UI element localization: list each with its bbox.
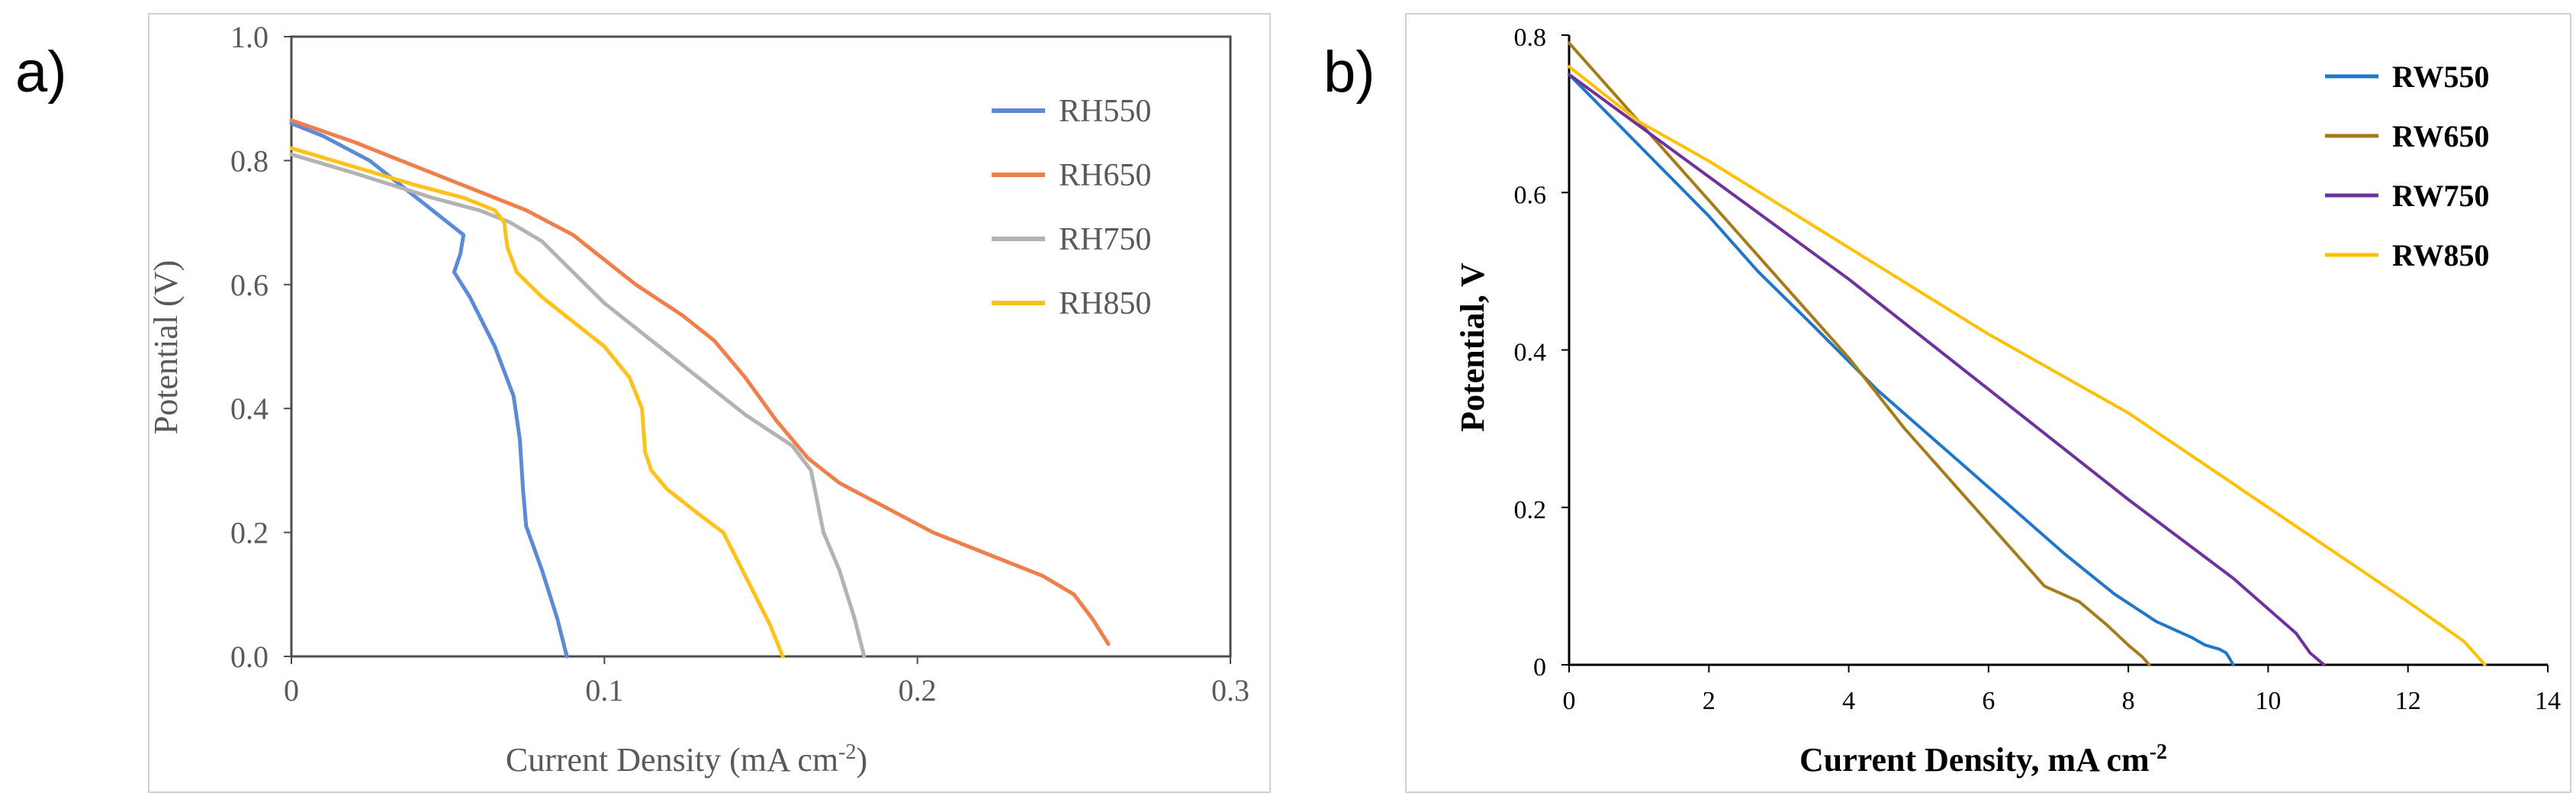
panel-b-x-tick-label: 8 bbox=[2122, 687, 2135, 715]
panel-a-plot-area bbox=[290, 35, 1232, 658]
legend-label-rh650: RH650 bbox=[1059, 158, 1151, 193]
panel-b-x-tick-label: 2 bbox=[1703, 687, 1716, 715]
legend-label-rw650: RW650 bbox=[2392, 119, 2489, 153]
panel-a-x-tick-label: 0.2 bbox=[899, 673, 937, 708]
series-line-rh750 bbox=[289, 152, 867, 659]
panel-b-y-tick-label: 0.8 bbox=[1514, 24, 1547, 52]
panel-b-x-axis-label: Current Density, mA cm-2 bbox=[1799, 740, 2167, 779]
legend-label-rw750: RW750 bbox=[2392, 179, 2489, 213]
panel-a-y-tick-label: 0.0 bbox=[230, 640, 269, 674]
panel-a-x-tick-label: 0.3 bbox=[1211, 673, 1249, 708]
panel-b-x-tick-label: 0 bbox=[1563, 687, 1576, 715]
legend-label-rh850: RH850 bbox=[1059, 286, 1151, 321]
panel-a-y-tick-label: 0.8 bbox=[230, 143, 269, 178]
panel-a-y-tick-label: 1.0 bbox=[230, 20, 269, 54]
series-line-rh550 bbox=[289, 121, 569, 659]
panel-a-x-axis-label: Current Density (mA cm-2) bbox=[506, 740, 867, 779]
series-line-rw850 bbox=[1568, 65, 2487, 666]
panel-b-x-tick-label: 6 bbox=[1982, 687, 1995, 715]
panel-b-y-tick-label: 0.4 bbox=[1514, 339, 1547, 367]
legend-label-rw850: RW850 bbox=[2392, 238, 2489, 272]
panel-b-x-tick-label: 10 bbox=[2255, 687, 2281, 715]
panel-b-frame bbox=[1405, 13, 2571, 793]
panel-a-letter: a) bbox=[15, 40, 67, 105]
series-line-rw650 bbox=[1568, 41, 2151, 666]
panel-b-x-tick-label: 4 bbox=[1842, 687, 1855, 715]
panel-b-y-tick-label: 0.2 bbox=[1514, 496, 1547, 524]
legend-label-rw550: RW550 bbox=[2392, 60, 2489, 94]
series-line-rh650 bbox=[289, 118, 1111, 646]
panel-b-y-axis-label: Potential, V bbox=[1454, 263, 1491, 432]
panel-a-y-axis-label: Potential (V) bbox=[147, 260, 185, 435]
panel-a-y-tick-label: 0.4 bbox=[230, 392, 269, 426]
panel-a-y-tick-label: 0.6 bbox=[230, 268, 269, 302]
panel-b-letter: b) bbox=[1323, 40, 1375, 105]
panel-b-x-tick-label: 14 bbox=[2535, 687, 2561, 715]
panel-b-x-tick-label: 12 bbox=[2395, 687, 2421, 715]
panel-a-x-tick-label: 0.1 bbox=[585, 673, 623, 708]
panel-a-y-tick-label: 0.2 bbox=[230, 516, 269, 550]
panel-b-y-tick-label: 0.6 bbox=[1514, 181, 1547, 209]
series-line-rh850 bbox=[289, 146, 785, 659]
series-line-rw550 bbox=[1568, 73, 2235, 666]
panel-b-y-tick-label: 0 bbox=[1533, 653, 1546, 682]
legend-label-rh750: RH750 bbox=[1059, 222, 1151, 257]
panel-a-x-tick-label: 0 bbox=[284, 673, 299, 708]
panel-b: b) Current Density, mA cm-2 Potential, V… bbox=[1323, 13, 2571, 793]
series-line-rw750 bbox=[1568, 73, 2326, 666]
panel-a: a) Current Density (mA cm-2) Potential (… bbox=[15, 13, 1271, 793]
legend-label-rh550: RH550 bbox=[1059, 94, 1151, 129]
